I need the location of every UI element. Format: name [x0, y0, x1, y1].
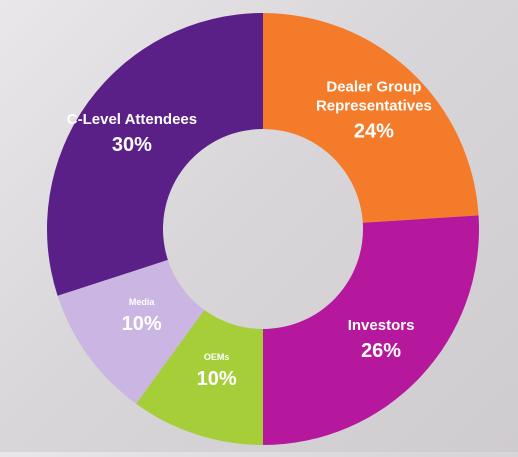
category-label: C-Level Attendees: [66, 110, 198, 128]
value-label: 24%: [353, 120, 394, 143]
donut-slice: [263, 215, 479, 445]
slice-label: Dealer Group Representatives 24%: [299, 77, 449, 144]
category-label: Investors: [347, 316, 415, 334]
value-label: 26%: [361, 339, 402, 362]
category-label: Media: [128, 297, 155, 308]
category-label: Dealer Group Representatives: [315, 78, 432, 115]
donut-slice: [263, 13, 479, 223]
donut-slice: [57, 259, 205, 404]
value-label: 30%: [111, 133, 152, 156]
value-label: 10%: [121, 313, 162, 336]
donut-slice: [136, 309, 263, 445]
value-label: 10%: [196, 367, 237, 390]
slice-label: Investors 26%: [306, 316, 456, 364]
slice-label: Media 10%: [112, 297, 172, 337]
slice-label: OEMs 10%: [187, 352, 247, 392]
category-label: OEMs: [203, 351, 230, 362]
donut-slice: [46, 13, 263, 296]
slice-label: C-Level Attendees 30%: [57, 110, 207, 158]
